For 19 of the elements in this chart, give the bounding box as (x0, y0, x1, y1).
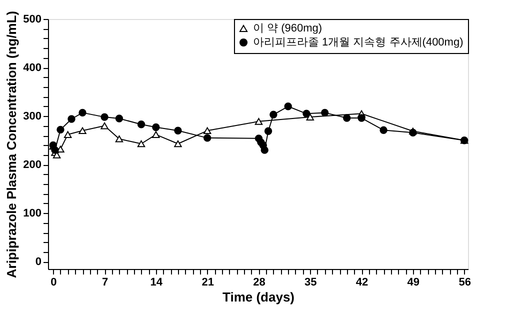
y-tick-label: 400 (23, 62, 42, 74)
y-tick-label: 300 (23, 110, 42, 123)
x-tick-label: 42 (356, 276, 368, 288)
x-axis-title: Time (days) (222, 290, 295, 304)
x-tick-label: 56 (458, 276, 471, 288)
x-tick-label: 49 (407, 276, 420, 288)
y-tick-label: 500 (23, 14, 42, 26)
y-tick-label: 100 (23, 208, 42, 220)
y-axis-title: Aripiprazole Plasma Concentration (ng/mL) (4, 10, 20, 278)
y-tick-label: 200 (23, 159, 42, 172)
legend-label: 이 약 (960mg) (253, 22, 322, 34)
legend-label: 아리피프라졸 1개월 지속형 주사제(400mg) (253, 36, 464, 48)
x-tick-label: 35 (304, 276, 317, 288)
x-tick-label: 7 (102, 276, 108, 288)
x-tick-label: 0 (50, 276, 57, 288)
x-tick-label: 28 (253, 276, 266, 288)
y-tick-label: 0 (35, 256, 42, 268)
x-tick-label: 14 (150, 276, 164, 288)
x-tick-label: 21 (202, 276, 214, 288)
